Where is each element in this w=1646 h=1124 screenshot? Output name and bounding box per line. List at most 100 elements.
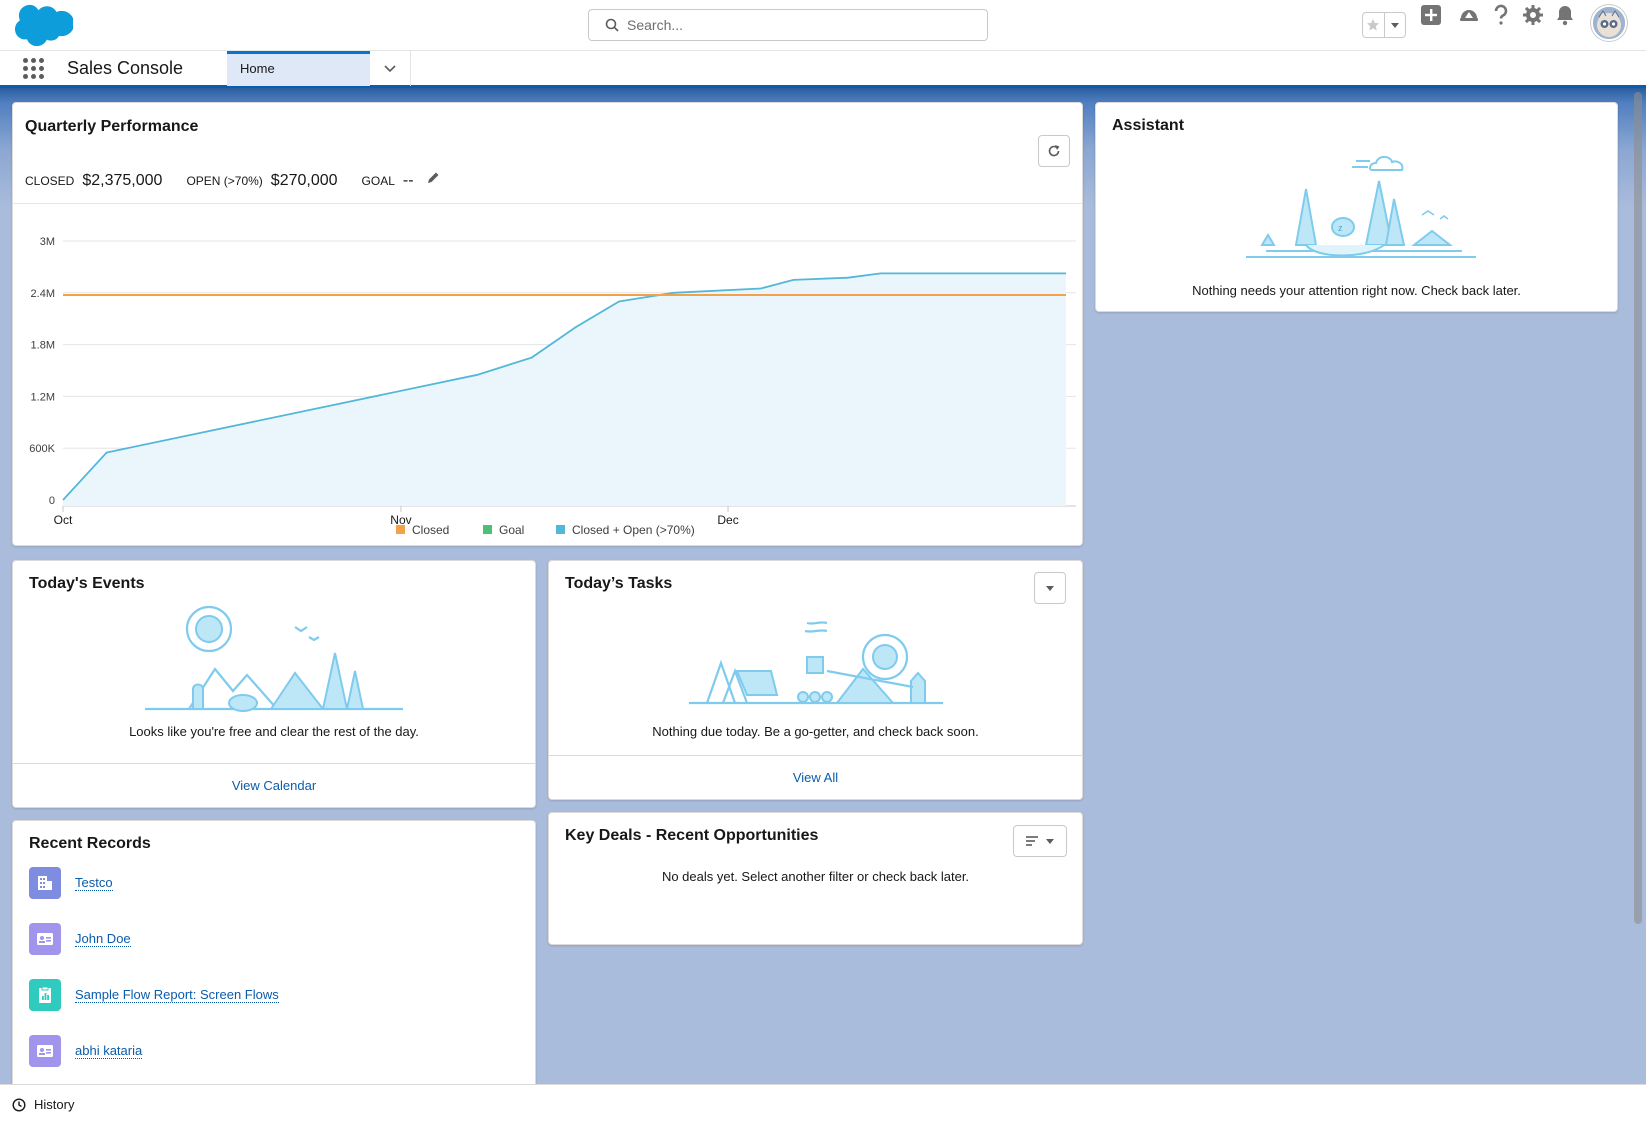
y-tick-label: 3M (40, 236, 55, 248)
legend-label: Closed (412, 523, 449, 537)
recent-record-link[interactable]: abhi kataria (75, 1043, 142, 1059)
gear-icon (1522, 4, 1544, 26)
favorites-group (1362, 12, 1406, 38)
y-tick-label: 0 (49, 495, 55, 507)
refresh-button[interactable] (1038, 135, 1070, 167)
tasks-empty-message: Nothing due today. Be a go-getter, and c… (549, 724, 1082, 739)
assistant-empty-message: Nothing needs your attention right now. … (1096, 283, 1617, 298)
goal-value: -- (403, 172, 414, 190)
navigation-menu-button[interactable] (370, 51, 411, 86)
add-icon (1420, 4, 1442, 26)
quarterly-performance-card: Quarterly Performance CLOSED $2,375,000 … (12, 102, 1083, 546)
y-tick-label: 2.4M (31, 288, 55, 300)
key-deals-title: Key Deals - Recent Opportunities (565, 827, 818, 845)
x-tick-label: Oct (54, 513, 73, 527)
help-icon (1492, 4, 1510, 26)
report-icon (29, 979, 61, 1011)
global-header: Search... (0, 0, 1646, 50)
key-deals-card: Key Deals - Recent Opportunities No deal… (548, 812, 1083, 945)
setup-button[interactable] (1522, 0, 1544, 30)
todays-tasks-card: Today’s Tasks Nothing due today. Be a go… (548, 560, 1083, 800)
contact-icon (29, 1035, 61, 1067)
chevron-down-icon (1045, 583, 1055, 593)
app-launcher-icon[interactable] (23, 58, 45, 80)
list-item: abhi kataria (29, 1035, 142, 1067)
contact-icon (29, 923, 61, 955)
todays-events-title: Today's Events (29, 575, 145, 593)
trailhead-button[interactable] (1458, 0, 1480, 30)
help-button[interactable] (1492, 0, 1510, 30)
recent-record-link[interactable]: Testco (75, 875, 113, 891)
chevron-down-icon (1390, 20, 1400, 30)
history-utility-item[interactable]: History (34, 1097, 74, 1112)
view-calendar-link[interactable]: View Calendar (13, 763, 535, 807)
global-actions-button[interactable] (1420, 0, 1442, 30)
legend-label: Goal (499, 523, 524, 537)
search-icon (605, 18, 619, 32)
trailhead-icon (1458, 4, 1480, 26)
legend-swatch (483, 525, 492, 534)
todays-events-card: Today's Events Looks like you're free an… (12, 560, 536, 808)
quarterly-performance-chart: 0 600K 1.2M 1.8M 2.4M 3M Oct Nov Dec Closed Goal Cl… (13, 211, 1084, 546)
quarterly-performance-title: Quarterly Performance (25, 118, 198, 136)
bell-icon (1555, 4, 1575, 26)
goal-label: GOAL (362, 174, 395, 188)
star-icon (1366, 18, 1380, 32)
recent-record-link[interactable]: John Doe (75, 931, 131, 947)
salesforce-logo[interactable] (15, 4, 73, 46)
home-canvas: Quarterly Performance CLOSED $2,375,000 … (0, 88, 1646, 1084)
list-item: John Doe (29, 923, 131, 955)
events-empty-message: Looks like you're free and clear the res… (13, 724, 535, 739)
deals-filter-button[interactable] (1013, 825, 1067, 857)
favorites-list-button[interactable] (1384, 13, 1405, 37)
global-search[interactable]: Search... (588, 9, 988, 41)
assistant-title: Assistant (1112, 117, 1184, 135)
list-item: Testco (29, 867, 113, 899)
picnic-illustration (687, 621, 947, 707)
app-name: Sales Console (67, 58, 183, 79)
y-tick-label: 1.2M (31, 391, 55, 403)
chevron-down-icon (1045, 836, 1055, 846)
notifications-button[interactable] (1555, 0, 1575, 30)
app-navigation-bar: Sales Console Home (0, 50, 1646, 88)
recent-records-title: Recent Records (29, 835, 151, 853)
search-placeholder: Search... (627, 17, 683, 33)
closed-value: $2,375,000 (82, 172, 162, 190)
page-scrollbar[interactable] (1634, 92, 1642, 924)
utility-bar: History (0, 1084, 1646, 1124)
refresh-icon (1047, 144, 1061, 158)
legend-swatch (556, 525, 565, 534)
view-all-tasks-link[interactable]: View All (549, 755, 1082, 799)
assistant-card: Assistant z Nothing needs your attention… (1095, 102, 1618, 312)
open-label: OPEN (>70%) (186, 174, 262, 188)
y-tick-label: 600K (29, 443, 55, 455)
astro-avatar-icon (1593, 7, 1625, 39)
x-tick-label: Nov (390, 513, 411, 527)
favorites-star-button[interactable] (1363, 13, 1384, 37)
legend-label: Closed + Open (>70%) (572, 523, 695, 537)
camping-illustration (145, 605, 405, 713)
account-icon (29, 867, 61, 899)
hammock-illustration: z (1236, 149, 1486, 267)
performance-metrics: CLOSED $2,375,000 OPEN (>70%) $270,000 G… (25, 171, 440, 190)
deals-empty-message: No deals yet. Select another filter or c… (549, 869, 1082, 884)
tab-home[interactable]: Home (227, 51, 370, 86)
closed-open-area (63, 273, 1066, 506)
clock-icon (12, 1098, 26, 1112)
y-tick-label: 1.8M (31, 340, 55, 352)
recent-records-card: Recent Records Testco John Doe Sample Fl… (12, 820, 536, 1084)
svg-text:z: z (1338, 223, 1343, 233)
recent-record-link[interactable]: Sample Flow Report: Screen Flows (75, 987, 279, 1003)
legend-swatch (396, 525, 405, 534)
list-item: Sample Flow Report: Screen Flows (29, 979, 279, 1011)
divider (13, 203, 1082, 204)
tasks-filter-button[interactable] (1034, 572, 1066, 604)
closed-label: CLOSED (25, 174, 74, 188)
chevron-down-icon (383, 64, 397, 74)
sort-icon (1025, 835, 1039, 847)
x-tick-label: Dec (717, 513, 738, 527)
edit-goal-icon[interactable] (426, 171, 440, 185)
user-avatar[interactable] (1591, 5, 1627, 41)
open-value: $270,000 (271, 172, 338, 190)
todays-tasks-title: Today’s Tasks (565, 575, 672, 593)
